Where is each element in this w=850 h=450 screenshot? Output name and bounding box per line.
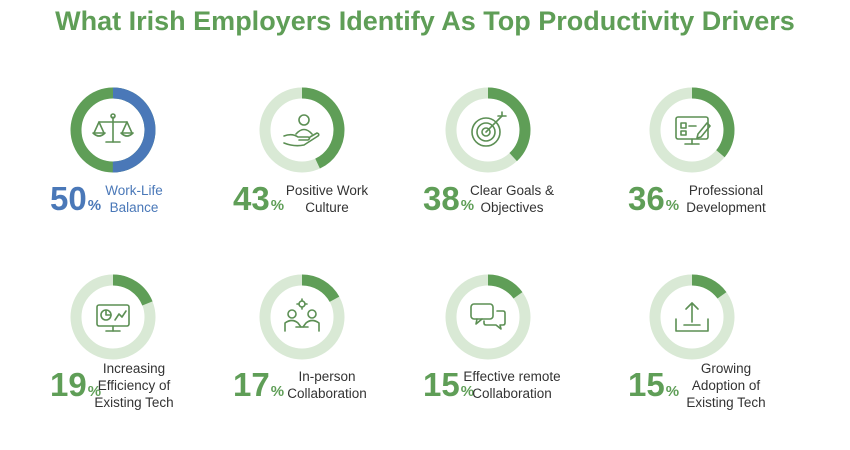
driver-label: Clear Goals & Objectives [452, 182, 572, 216]
monitor-chart-icon [96, 304, 130, 332]
chat-bubbles-icon [470, 303, 506, 330]
donut-chart [259, 87, 345, 173]
label-line: Clear Goals & [469, 183, 555, 198]
label-line: Positive Work [285, 183, 369, 198]
donut-value-arc [445, 87, 531, 173]
people-meeting-icon [284, 298, 320, 332]
donut-chart [445, 87, 531, 173]
donut-value-arc [649, 274, 735, 360]
label-line: Efficiency of [97, 377, 171, 393]
label-line: Development [686, 200, 766, 215]
donut-chart [259, 274, 345, 360]
chart-title: What Irish Employers Identify As Top Pro… [55, 6, 795, 36]
label-line: Adoption of [691, 377, 761, 393]
donut-value-arc [70, 87, 156, 173]
label-line: Increasing [102, 360, 166, 376]
label-line: Work-Life [105, 183, 163, 198]
driver-label: Work-Life Balance [74, 182, 194, 216]
label-line: In-person [298, 369, 356, 384]
donut-chart [70, 274, 156, 360]
driver-label: Effective remote Collaboration [452, 368, 572, 402]
donut-value-arc [70, 274, 156, 360]
label-line: Effective remote [463, 369, 561, 384]
percent-value: 19% [50, 366, 102, 403]
percent-value: 17% [233, 366, 285, 403]
donut-chart [445, 274, 531, 360]
percent-value: 50% [50, 180, 102, 217]
percent-value: 36% [628, 180, 680, 217]
donut-chart [649, 87, 735, 173]
donut-value-arc [649, 87, 735, 173]
scales-icon [92, 113, 134, 143]
percent-value: 38% [423, 180, 475, 217]
label-line: Professional [688, 183, 764, 198]
driver-label: Positive Work Culture [267, 182, 387, 216]
label-line: Culture [305, 200, 349, 215]
label-line: Existing Tech [686, 394, 766, 410]
percent-value: 15% [628, 366, 680, 403]
hand-person-icon [283, 114, 320, 147]
label-line: Balance [109, 200, 159, 215]
driver-label: Increasing Efficiency of Existing Tech [74, 360, 194, 411]
donut-value-arc [445, 274, 531, 360]
driver-label: Professional Development [666, 182, 786, 216]
target-icon [471, 111, 507, 147]
donut-chart [70, 87, 156, 173]
label-line: Existing Tech [94, 394, 174, 410]
monitor-edit-icon [675, 116, 711, 145]
donut-value-arc [259, 274, 345, 360]
donut-chart [649, 274, 735, 360]
label-line: Objectives [480, 200, 544, 215]
label-line: Collaboration [287, 386, 367, 401]
percent-value: 43% [233, 180, 285, 217]
driver-label: Growing Adoption of Existing Tech [666, 360, 786, 411]
donut-value-arc [259, 87, 345, 173]
percent-value: 15% [423, 366, 475, 403]
label-line: Collaboration [472, 386, 552, 401]
upload-tray-icon [675, 302, 709, 332]
label-line: Growing [700, 360, 752, 376]
driver-label: In-person Collaboration [267, 368, 387, 402]
